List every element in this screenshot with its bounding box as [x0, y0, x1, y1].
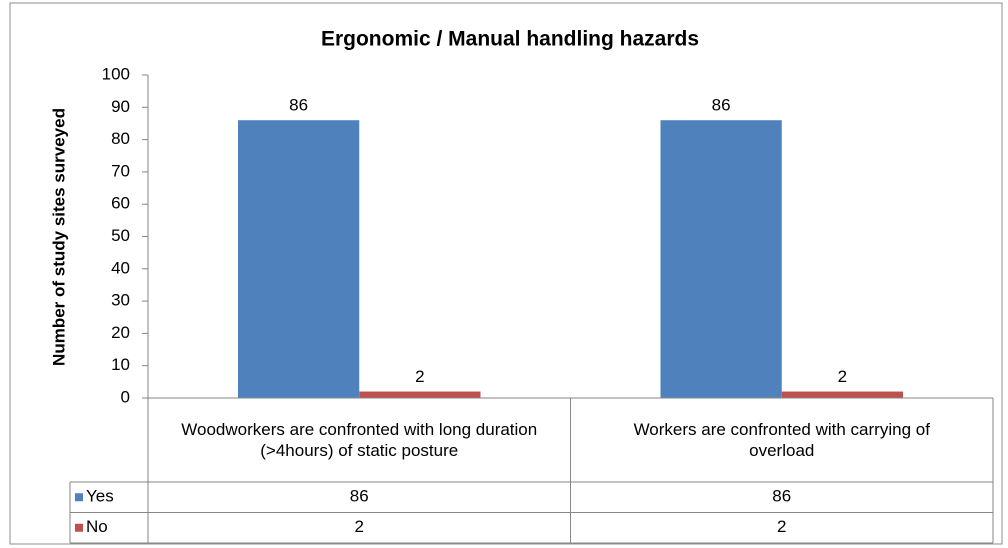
y-tick-label: 40	[111, 258, 130, 277]
y-tick-label: 90	[111, 97, 130, 116]
bar	[660, 120, 782, 398]
y-tick-label: 30	[111, 291, 130, 310]
y-tick-label: 100	[102, 64, 130, 83]
chart-title: Ergonomic / Manual handling hazards	[321, 28, 699, 51]
data-label: 86	[289, 96, 308, 115]
data-label: 2	[415, 367, 424, 386]
table-value: 2	[777, 517, 786, 536]
y-tick-label: 10	[111, 355, 130, 374]
legend-key	[75, 493, 83, 502]
data-label: 2	[838, 367, 847, 386]
y-tick-label: 60	[111, 194, 130, 213]
bar	[237, 120, 360, 398]
y-tick-label: 0	[121, 387, 130, 406]
x-tick-label: Woodworkers are confronted with long dur…	[181, 420, 538, 460]
y-tick-label: 70	[111, 161, 130, 180]
chart-frame	[9, 2, 1003, 545]
bar	[359, 391, 481, 398]
table-value: 86	[772, 487, 791, 506]
data-label: 86	[712, 96, 731, 115]
legend-key	[75, 523, 83, 532]
bar	[781, 391, 904, 398]
y-axis-title: Number of study sites surveyed	[49, 108, 68, 366]
y-tick-label: 80	[111, 129, 130, 148]
x-tick-label: Workers are confronted with carrying of …	[633, 420, 930, 460]
table-value: 86	[350, 487, 369, 506]
table-value: 2	[355, 517, 364, 536]
legend-label: No	[86, 517, 108, 536]
y-tick-label: 20	[111, 323, 130, 342]
legend-label: Yes	[86, 487, 114, 506]
y-tick-label: 50	[111, 226, 130, 245]
